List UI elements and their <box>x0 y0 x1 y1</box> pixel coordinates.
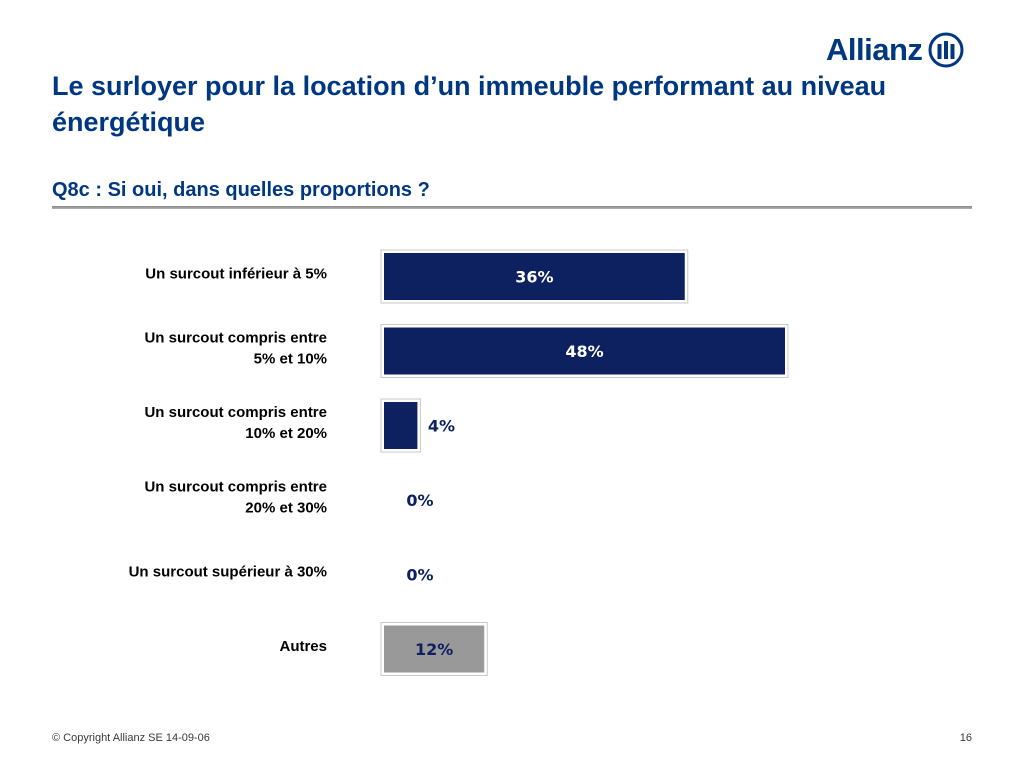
bar-value-label: 12% <box>415 640 453 659</box>
bar <box>384 253 685 300</box>
category-label: Un surcout supérieur à 30% <box>129 564 327 581</box>
page-title: Le surloyer pour la location d’un immeub… <box>52 71 887 137</box>
brand-name: Allianz <box>826 32 923 67</box>
bar <box>384 327 785 375</box>
bar-value-label: 0% <box>406 566 433 585</box>
bar-value-label: 36% <box>515 268 553 287</box>
category-label: Un surcout compris entre 20% et 30% <box>144 479 327 517</box>
bar <box>384 402 418 449</box>
category-label: Un surcout compris entre 5% et 10% <box>144 330 327 368</box>
allianz-eagle-icon <box>928 32 964 68</box>
bar-value-label: 0% <box>406 491 433 510</box>
category-label: Un surcout compris entre 10% et 20% <box>144 404 327 442</box>
category-label: Un surcout inférieur à 5% <box>145 266 327 283</box>
page-number: 16 <box>959 732 972 744</box>
bar-value-label: 4% <box>428 417 455 436</box>
copyright-notice: © Copyright Allianz SE 14-09-06 <box>52 732 210 744</box>
allianz-logo: Allianz <box>826 30 964 70</box>
category-label: Autres <box>279 638 327 655</box>
header-divider <box>52 206 972 209</box>
bar <box>384 625 485 673</box>
question-subtitle: Q8c : Si oui, dans quelles proportions ? <box>52 179 430 201</box>
bar-value-label: 48% <box>565 342 603 361</box>
